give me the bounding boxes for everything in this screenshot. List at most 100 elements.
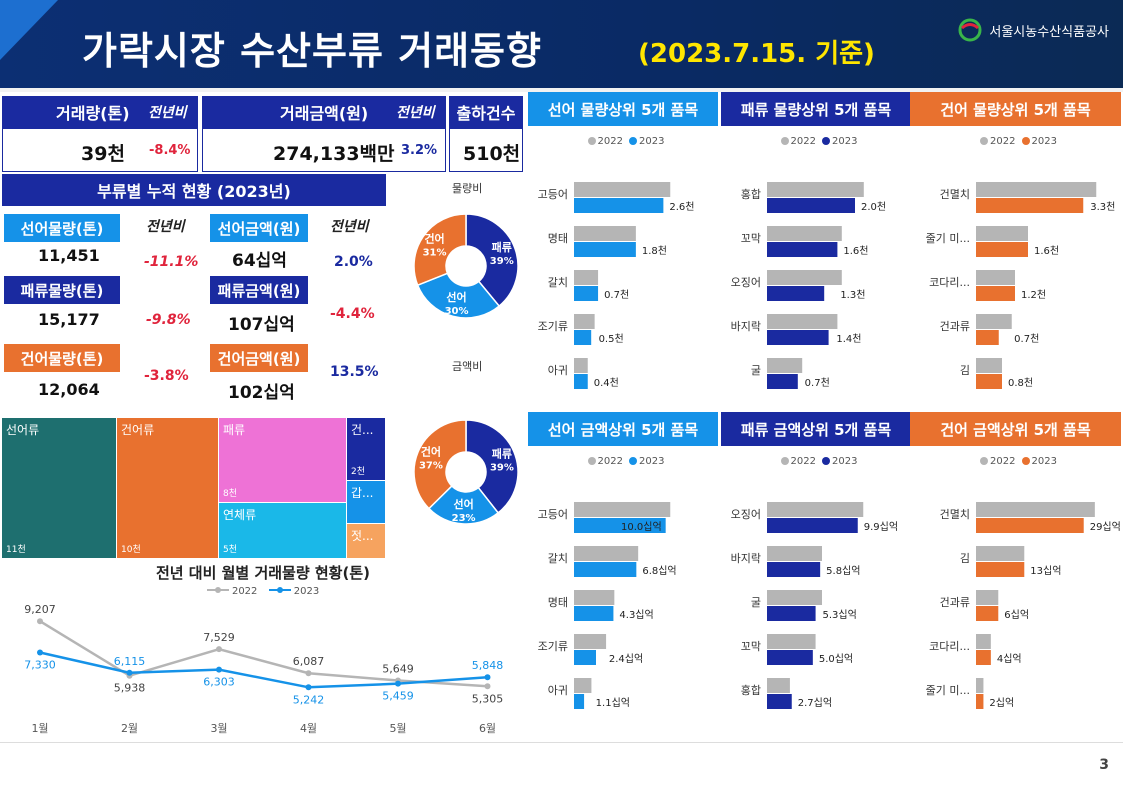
dried-amount-label: 건어금액(원) xyxy=(210,344,308,372)
bar-category-label: 꼬막 xyxy=(741,640,761,653)
bar-value-label: 5.8십억 xyxy=(826,565,860,577)
line-point-2022 xyxy=(37,618,43,625)
legend-2022-dot xyxy=(780,137,789,145)
line-data-label: 9,207 xyxy=(24,603,56,616)
bar-2022 xyxy=(574,634,607,649)
fish-volume-label: 선어물량(톤) xyxy=(4,214,120,242)
bar-value-label: 6십억 xyxy=(1004,609,1029,621)
bar-2023 xyxy=(574,286,599,301)
donut-slice-pct: 23% xyxy=(452,513,476,524)
donut-volume-title: 물량비 xyxy=(452,182,483,195)
bar-2022 xyxy=(767,634,816,649)
line-x-tick: 5월 xyxy=(389,722,406,735)
line-data-label: 6,303 xyxy=(203,676,235,689)
fish-amount-yoy-label: 전년비 xyxy=(330,219,369,235)
bar-2023 xyxy=(574,562,637,577)
legend-2022-label: 2022 xyxy=(790,456,816,467)
line-point-2023 xyxy=(37,649,43,656)
dried-volume-bar-panel: 건어 물량상위 5개 품목 2022 2023 건멸치 3.3천 줄기 미... 1.6천 코… xyxy=(910,92,1121,410)
bar-2022 xyxy=(767,226,842,241)
legend-2022-label: 2022 xyxy=(990,456,1016,467)
bar-2022 xyxy=(976,182,1097,197)
legend-line-2022-icon xyxy=(206,587,229,593)
line-chart-legend: 2022 2023 xyxy=(0,586,526,597)
legend-2022-dot xyxy=(587,457,596,465)
legend-2022-dot xyxy=(980,137,989,145)
bar-2022 xyxy=(574,358,588,373)
volume-label: 거래량(톤) xyxy=(56,104,130,123)
legend-2023-label: 2023 xyxy=(639,136,665,147)
bar-category-label: 건멸치 xyxy=(940,508,970,521)
legend-2023-dot xyxy=(1021,457,1030,465)
line-chart-title: 전년 대비 월별 거래물량 현황(톤) xyxy=(155,564,370,582)
header-banner: 가락시장 수산부류 거래동향 (2023.7.15. 기준) 서울시농수산식품공… xyxy=(0,0,1123,88)
bar-value-label: 5.0십억 xyxy=(819,653,853,665)
cumulative-title: 부류별 누적 현황 (2023년) xyxy=(2,174,386,206)
treemap-cell-label: 젓... xyxy=(351,529,374,543)
bar-category-label: 아귀 xyxy=(548,684,568,697)
volume-header: 거래량(톤) 전년비 xyxy=(2,96,198,128)
bar-2023 xyxy=(574,374,588,389)
bar-legend: 2022 2023 xyxy=(910,456,1121,467)
legend-2023-label: 2023 xyxy=(293,586,320,597)
shellfish-volume-label: 패류물량(톤) xyxy=(4,276,120,304)
bar-2023 xyxy=(767,374,798,389)
legend-2023-label: 2023 xyxy=(832,136,858,147)
line-x-tick: 6월 xyxy=(479,722,496,735)
bar-category-label: 홍합 xyxy=(741,187,761,201)
line-data-label: 5,938 xyxy=(114,682,146,695)
donut-slice xyxy=(427,484,500,525)
bar-2023 xyxy=(976,606,999,621)
bar-2023 xyxy=(767,286,825,301)
shellfish-volume-value: 15,177 xyxy=(38,310,100,329)
treemap-chart: 선어류 11천 건어류 10천 패류 8천 연체류 5천 건... 2천 갑... 젓..… xyxy=(2,418,388,558)
bar-value-label: 2십억 xyxy=(989,697,1014,709)
page-number: 3 xyxy=(1099,757,1109,773)
legend-2023-label: 2023 xyxy=(1031,136,1057,147)
donut-slice-name: 선어 xyxy=(446,290,466,304)
donut-slice-pct: 37% xyxy=(419,460,443,471)
volume-value-box: 39천 -8.4% xyxy=(2,128,198,172)
legend-2022-label: 2022 xyxy=(231,586,258,597)
count-label: 출하건수 xyxy=(456,104,516,123)
treemap-cell-small-1: 건... 2천 xyxy=(347,418,385,480)
bar-panel-title: 패류 물량상위 5개 품목 xyxy=(721,92,911,126)
bar-2022 xyxy=(767,270,842,285)
donut-volume-chart: 패류 39% 선어 30% 건어 31% xyxy=(413,213,519,319)
treemap-cell-label: 갑... xyxy=(351,486,374,500)
treemap-cell-dried: 건어류 10천 xyxy=(117,418,218,558)
treemap-cell-shellfish: 패류 8천 xyxy=(219,418,346,502)
bar-value-label: 1.1십억 xyxy=(596,697,630,709)
donut-slice-name: 패류 xyxy=(492,240,512,254)
legend-2022-dot xyxy=(980,457,989,465)
legend-2022-label: 2022 xyxy=(597,456,623,467)
legend-2023-dot xyxy=(822,457,830,465)
org-logo: 서울시농수산식품공사 xyxy=(957,18,1109,42)
line-point-2023 xyxy=(395,680,401,687)
bar-value-label: 3.3천 xyxy=(1090,201,1115,213)
donut-slice-pct: 31% xyxy=(423,248,447,259)
dashboard-body: 거래량(톤) 전년비 거래금액(원) 전년비 출하건수 39천 -8.4% 27… xyxy=(0,92,1123,742)
line-x-tick: 2월 xyxy=(121,722,138,735)
legend-2023-dot xyxy=(629,137,637,145)
donut-slice-name: 선어 xyxy=(453,497,473,511)
bar-2023 xyxy=(976,242,1028,257)
bar-category-label: 바지락 xyxy=(731,552,761,565)
treemap-cell-label: 건어류 xyxy=(121,423,155,437)
bar-2022 xyxy=(574,546,639,561)
bar-2023 xyxy=(574,242,636,257)
bar-2022 xyxy=(574,270,599,285)
treemap-cell-value: 11천 xyxy=(6,545,26,555)
bar-legend: 2022 2023 xyxy=(721,456,911,467)
bar-value-label: 1.4천 xyxy=(836,333,861,345)
bar-2022 xyxy=(767,502,864,517)
bar-2022 xyxy=(976,270,1015,285)
bar-category-label: 명태 xyxy=(548,596,568,609)
treemap-cell-small-2: 갑... xyxy=(347,481,385,523)
bar-value-label: 9.9십억 xyxy=(864,521,898,533)
bar-value-label: 0.8천 xyxy=(1008,377,1033,389)
